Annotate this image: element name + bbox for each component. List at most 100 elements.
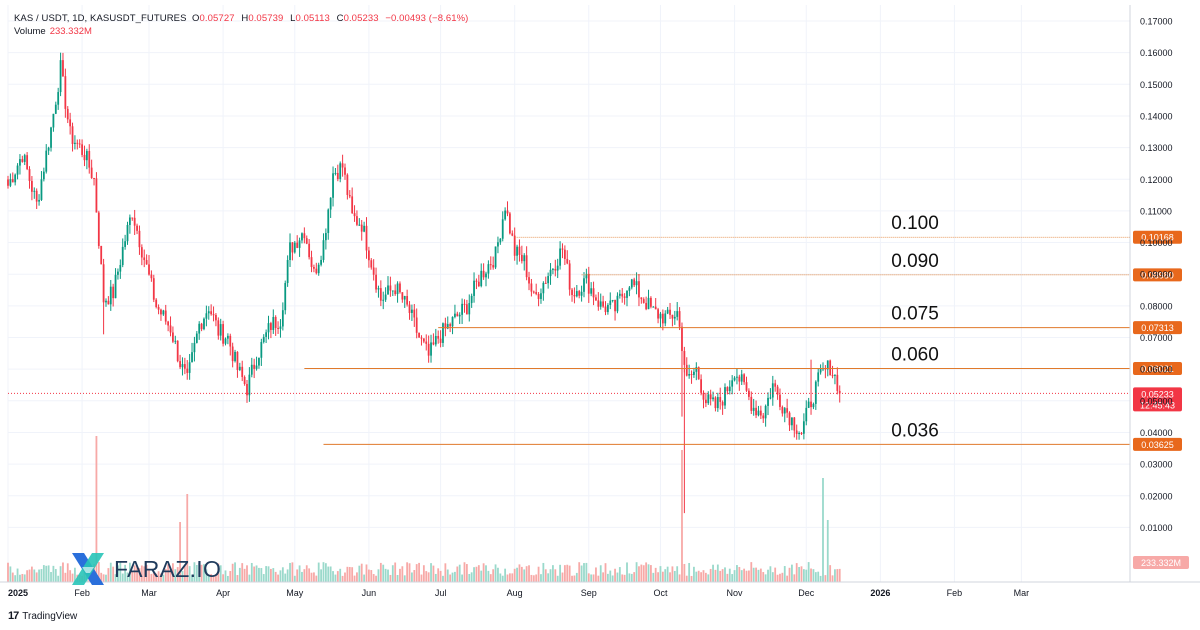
x-tick-label: Mar (141, 588, 157, 598)
candle-body (413, 309, 416, 318)
candle-body (456, 313, 459, 317)
candle-body (707, 394, 710, 404)
volume-bar (824, 575, 827, 582)
volume-bar (298, 565, 301, 582)
candle-body (33, 190, 36, 192)
volume-bar (59, 566, 62, 582)
volume-bar (690, 575, 693, 582)
candle-body (425, 341, 428, 344)
volume-bar (152, 572, 155, 582)
volume-bar (413, 570, 416, 582)
volume-bar (769, 566, 772, 582)
volume-bar (532, 575, 535, 582)
volume-bar (40, 569, 43, 582)
candle-body (267, 323, 270, 333)
candle-body (764, 405, 767, 419)
volume-bar (678, 574, 681, 582)
volume-bar (126, 572, 129, 582)
volume-bar (186, 494, 189, 582)
volume-bar (64, 572, 67, 582)
candle-body (191, 352, 193, 363)
volume-legend[interactable]: Volume 233.332M (14, 26, 92, 37)
volume-bar (42, 565, 45, 582)
level-label: 0.090 (891, 251, 939, 272)
volume-bar (169, 568, 172, 582)
volume-bar (33, 569, 36, 582)
x-tick-label: Aug (507, 588, 523, 598)
candle-body (580, 291, 583, 296)
y-tick-label: 0.02000 (1140, 491, 1173, 501)
candle-body (274, 316, 277, 328)
volume-bar (100, 572, 103, 582)
candle-body (781, 406, 784, 414)
candle-body (124, 241, 127, 247)
volume-bar (193, 562, 196, 582)
candle-body (661, 313, 664, 324)
candle-body (203, 318, 205, 330)
volume-bar (465, 564, 468, 582)
volume-bar (262, 574, 265, 582)
volume-bar (219, 565, 222, 582)
volume-bar (657, 572, 659, 582)
volume-bar (315, 575, 318, 582)
y-tick-label: 0.13000 (1140, 143, 1173, 153)
volume-bar (463, 562, 466, 582)
volume-bar (272, 568, 275, 582)
volume-bar (528, 565, 530, 582)
volume-bar (652, 572, 655, 582)
volume-bar (267, 566, 270, 582)
volume-bar (365, 564, 368, 582)
volume-bar (779, 573, 781, 582)
candle-body (379, 288, 382, 301)
candle-body (575, 291, 578, 297)
candle-body (791, 417, 793, 426)
y-tick-label: 0.04000 (1140, 428, 1173, 438)
volume-bar (50, 572, 52, 582)
candle-body (468, 303, 471, 315)
candle-body (473, 280, 475, 296)
volume-bar (281, 567, 284, 582)
volume-bar (174, 569, 177, 582)
candle-body (415, 317, 418, 333)
symbol-legend[interactable]: KAS / USDT, 1D, KASUSDT_FUTURES O0.05727… (14, 13, 472, 24)
candle-body (795, 430, 798, 434)
volume-bar (265, 566, 268, 582)
volume-bar (537, 566, 540, 582)
candle-body (157, 307, 160, 310)
candle-body (367, 250, 370, 261)
volume-bar (501, 575, 504, 582)
volume-bar (559, 564, 561, 582)
candle-body (313, 266, 315, 269)
volume-bar (475, 566, 478, 582)
symbol-title[interactable]: KAS / USDT, 1D, KASUSDT_FUTURES (14, 13, 187, 24)
volume-bar (341, 575, 344, 582)
candle-body (451, 316, 454, 327)
tradingview-brand[interactable]: 17 TradingView (8, 610, 77, 622)
volume-bar (757, 569, 760, 582)
candle-body (836, 374, 839, 391)
candle-body (537, 294, 540, 299)
candle-body (188, 362, 191, 373)
candle-body (164, 310, 167, 322)
candle-body (305, 238, 308, 244)
candle-body (372, 267, 375, 275)
candle-body (16, 165, 19, 175)
volume-bar (324, 563, 327, 582)
y-tick-label: 0.10000 (1140, 238, 1173, 248)
volume-bar (38, 569, 40, 582)
volume-bar (814, 572, 817, 582)
volume-bar (356, 572, 358, 582)
volume-bar (697, 570, 700, 582)
candle-body (50, 127, 52, 148)
volume-bar (430, 563, 432, 582)
candle-body (138, 230, 141, 248)
candle-body (76, 142, 79, 144)
candle-body (640, 297, 643, 300)
candle-body (587, 273, 590, 294)
candle-body (212, 314, 215, 316)
candle-body (621, 293, 624, 297)
candle-body (454, 313, 456, 317)
volume-bar (339, 568, 342, 582)
volume-bar (683, 563, 686, 582)
